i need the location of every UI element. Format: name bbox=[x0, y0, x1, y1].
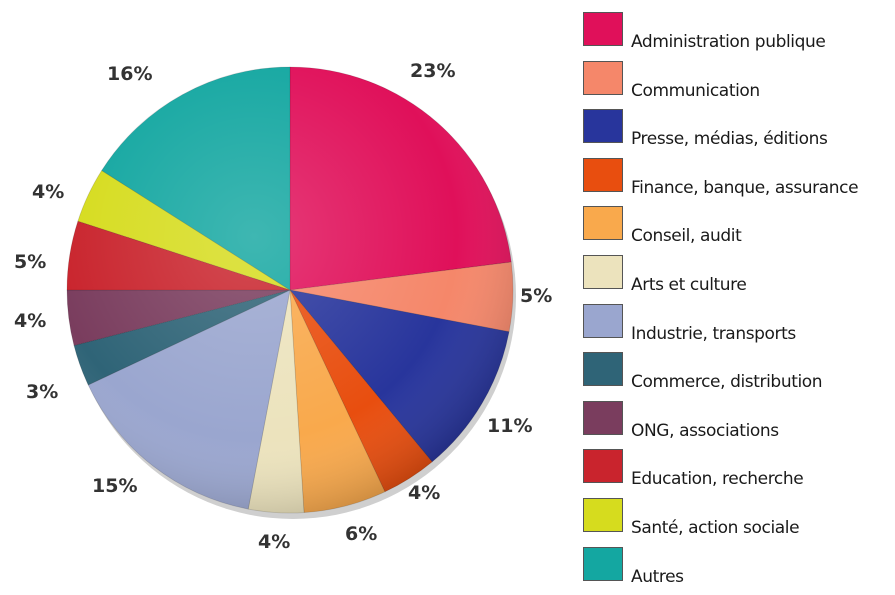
slice-label-conseil: 6% bbox=[345, 523, 377, 545]
legend-item-communication: Communication bbox=[583, 60, 895, 110]
pie-labels: 23% 5% 11% 4% 6% 4% 15% 3% 4% 5% 4% 16% bbox=[14, 60, 552, 553]
legend-label: Administration publique bbox=[631, 32, 826, 52]
slice-label-autres: 16% bbox=[107, 63, 152, 85]
legend-item-education: Education, recherche bbox=[583, 449, 895, 498]
slice-label-presse: 11% bbox=[487, 415, 532, 437]
slice-label-communication: 5% bbox=[520, 285, 552, 307]
legend-label: Commerce, distribution bbox=[631, 372, 823, 393]
slice-label-sante: 4% bbox=[32, 181, 64, 203]
legend-item-sante: Santé, action sociale bbox=[583, 497, 895, 547]
legend-swatch bbox=[583, 109, 623, 144]
legend-label: Finance, banque, assurance bbox=[631, 177, 859, 198]
slice-label-education: 5% bbox=[14, 251, 46, 273]
slice-label-commerce: 3% bbox=[26, 381, 58, 403]
pie-gloss bbox=[67, 67, 513, 513]
legend-swatch bbox=[583, 206, 623, 241]
legend-item-administration: Administration publique bbox=[583, 12, 895, 61]
legend-item-ong: ONG, associations bbox=[583, 400, 895, 450]
legend-item-arts: Arts et culture bbox=[583, 254, 895, 304]
legend-swatch bbox=[583, 303, 623, 338]
legend: Administration publique Communication Pr… bbox=[583, 12, 895, 595]
legend-swatch bbox=[583, 352, 623, 387]
legend-item-presse: Presse, médias, éditions bbox=[583, 109, 895, 158]
slice-label-industrie: 15% bbox=[92, 475, 137, 497]
legend-swatch bbox=[583, 497, 623, 532]
legend-swatch bbox=[583, 449, 623, 484]
legend-item-commerce: Commerce, distribution bbox=[583, 352, 895, 401]
slice-label-administration: 23% bbox=[410, 60, 455, 82]
legend-label: Presse, médias, éditions bbox=[631, 129, 828, 150]
legend-item-autres: Autres bbox=[583, 546, 895, 595]
legend-swatch bbox=[583, 60, 623, 95]
slice-label-finance: 4% bbox=[408, 482, 440, 504]
legend-label: Santé, action sociale bbox=[631, 517, 800, 538]
slice-label-ong: 4% bbox=[14, 310, 46, 332]
legend-label: Conseil, audit bbox=[631, 226, 742, 247]
legend-swatch bbox=[583, 157, 623, 192]
legend-swatch bbox=[583, 254, 623, 289]
legend-label: Arts et culture bbox=[631, 274, 747, 295]
legend-swatch bbox=[583, 400, 623, 435]
legend-label: Communication bbox=[631, 80, 760, 101]
slice-label-arts: 4% bbox=[258, 531, 290, 553]
legend-label: Education, recherche bbox=[631, 469, 804, 490]
legend-item-conseil: Conseil, audit bbox=[583, 206, 895, 255]
legend-label: ONG, associations bbox=[631, 420, 779, 441]
legend-item-industrie: Industrie, transports bbox=[583, 303, 895, 353]
legend-label: Autres bbox=[631, 566, 684, 587]
legend-label: Industrie, transports bbox=[631, 323, 796, 344]
legend-swatch bbox=[583, 546, 623, 581]
legend-item-finance: Finance, banque, assurance bbox=[583, 157, 895, 207]
pie-chart: 23% 5% 11% 4% 6% 4% 15% 3% 4% 5% 4% 16% bbox=[14, 60, 552, 553]
legend-swatch bbox=[583, 12, 623, 46]
